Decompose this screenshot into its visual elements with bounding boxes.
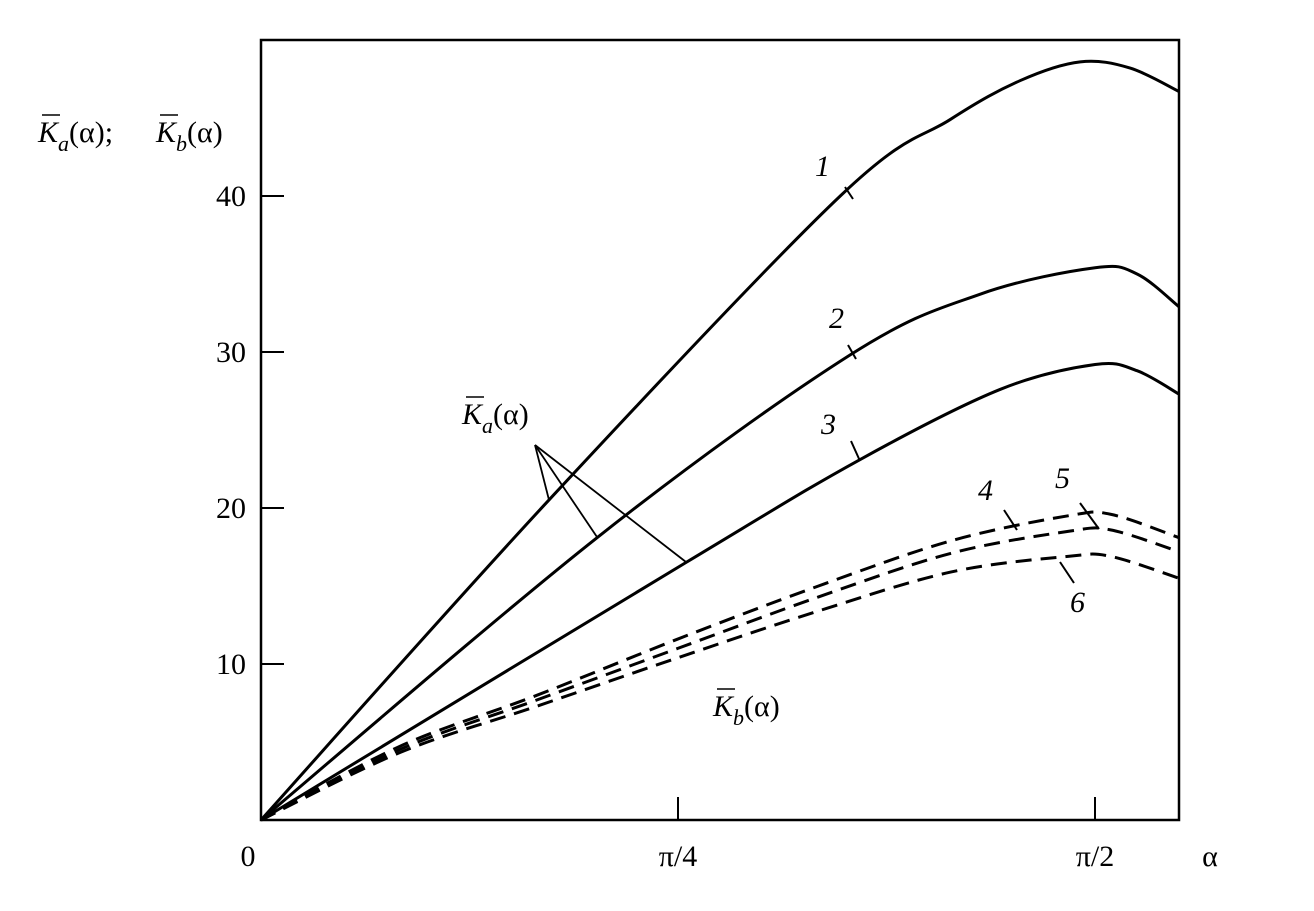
x-axis-label: α bbox=[1202, 840, 1218, 873]
curve-label-leader bbox=[1079, 502, 1100, 530]
curve-label-4: 4 bbox=[978, 474, 993, 507]
x-tick-label: π/4 bbox=[659, 840, 697, 873]
curve-label-leader bbox=[844, 186, 854, 200]
series-5-line bbox=[260, 526, 1180, 822]
curve-label-2: 2 bbox=[829, 302, 844, 335]
series-4-line bbox=[260, 510, 1180, 822]
curve-label-leader bbox=[1003, 509, 1018, 531]
series-3-line bbox=[260, 361, 1180, 822]
y-tick-label: 20 bbox=[216, 492, 246, 525]
y-axis-label-ka: Ka(α); bbox=[37, 116, 113, 156]
y-tick-label: 40 bbox=[216, 180, 246, 213]
y-tick-label: 10 bbox=[216, 648, 246, 681]
curve-label-6: 6 bbox=[1070, 586, 1085, 619]
curve-label-1: 1 bbox=[815, 150, 830, 183]
curve-label-3: 3 bbox=[820, 408, 836, 441]
x-tick-label: 0 bbox=[241, 840, 256, 873]
y-axis-label-kb: Kb(α) bbox=[155, 116, 223, 156]
curve-label-leader bbox=[1059, 561, 1075, 584]
annotation-ka: Ka(α) bbox=[461, 398, 529, 438]
plot-frame bbox=[259, 38, 1181, 822]
annotation-ka-pointer bbox=[534, 444, 687, 563]
annotation-kb: Kb(α) bbox=[712, 690, 780, 730]
x-tick-label: π/2 bbox=[1076, 840, 1114, 873]
curve-label-leader bbox=[850, 440, 861, 462]
series-2-line bbox=[260, 264, 1180, 822]
curve-label-leader bbox=[847, 344, 857, 360]
series-6-line bbox=[260, 552, 1180, 822]
annotation-ka-pointer bbox=[534, 444, 550, 501]
y-tick-label: 30 bbox=[216, 336, 246, 369]
curve-label-5: 5 bbox=[1055, 462, 1070, 495]
series-1-line bbox=[259, 59, 1180, 822]
annotation-ka-pointer bbox=[534, 444, 598, 538]
